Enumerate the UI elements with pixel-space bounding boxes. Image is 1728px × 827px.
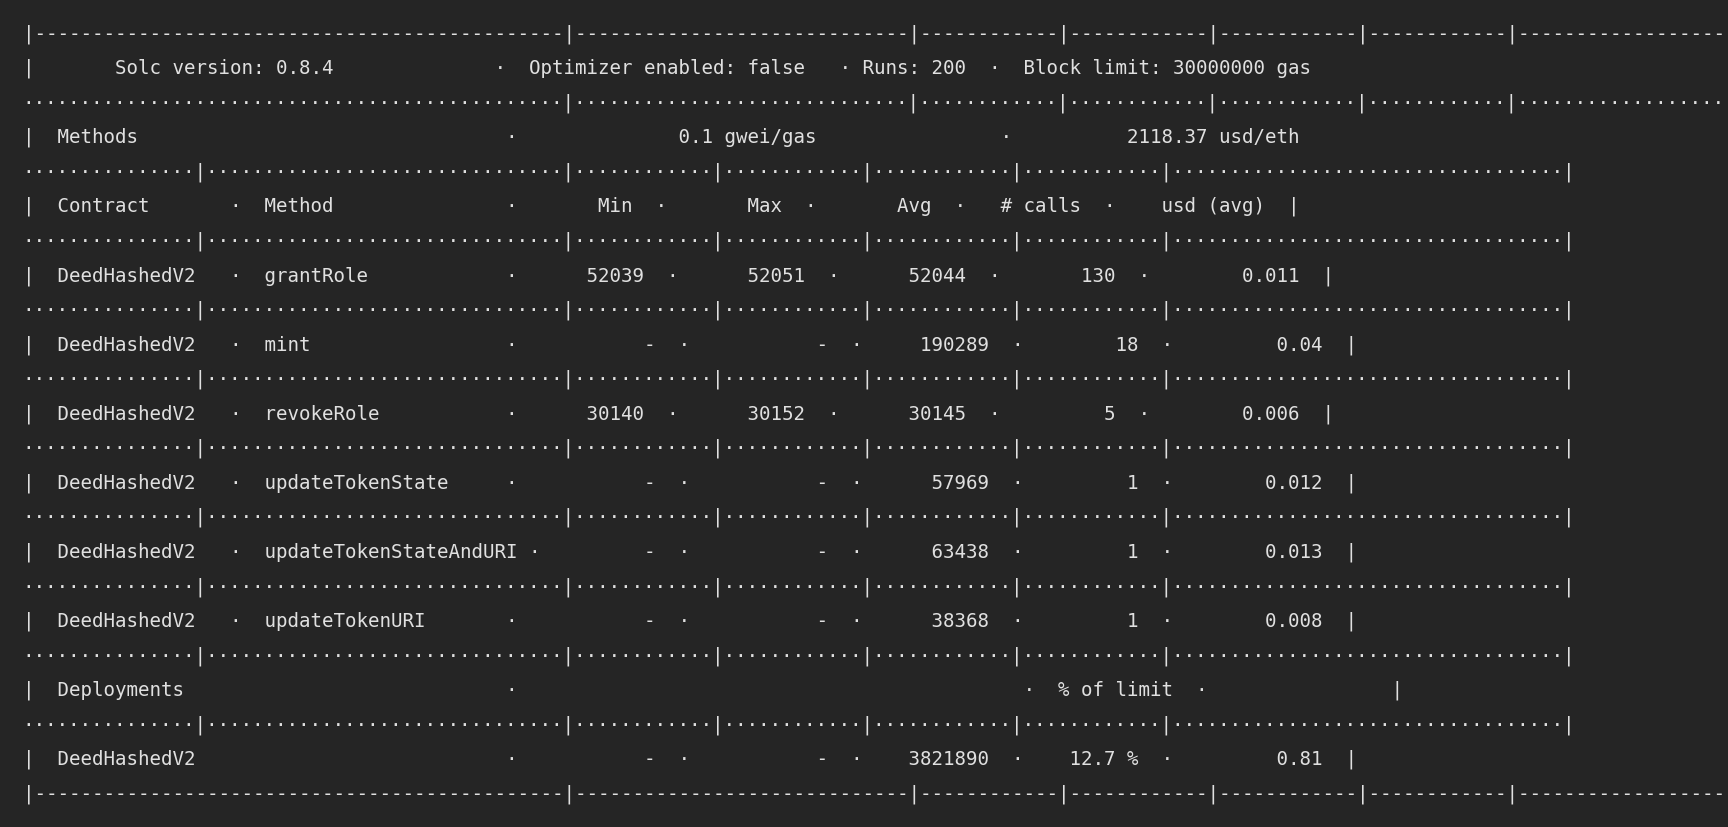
Text: |  DeedHashedV2   ·  updateTokenStateAndURI ·         -  ·           -  ·      6: | DeedHashedV2 · updateTokenStateAndURI … — [22, 542, 1356, 562]
Text: |  DeedHashedV2   ·  grantRole            ·      52039  ·      52051  ·      520: | DeedHashedV2 · grantRole · 52039 · 520… — [22, 265, 1334, 285]
Text: |  DeedHashedV2   ·  revokeRole           ·      30140  ·      30152  ·      301: | DeedHashedV2 · revokeRole · 30140 · 30… — [22, 404, 1334, 423]
Text: |  DeedHashedV2                           ·           -  ·           -  ·    382: | DeedHashedV2 · - · - · 382 — [22, 749, 1356, 768]
Text: |  DeedHashedV2   ·  updateTokenState     ·           -  ·           -  ·      5: | DeedHashedV2 · updateTokenState · - · … — [22, 473, 1356, 492]
Text: ···············|·······························|············|············|······: ···············|························… — [22, 645, 1576, 665]
Text: ···············|·······························|············|············|······: ···············|························… — [22, 232, 1576, 251]
Text: |----------------------------------------------|-----------------------------|--: |---------------------------------------… — [22, 783, 1728, 803]
Text: ···············|·······························|············|············|······: ···············|························… — [22, 715, 1576, 734]
Text: |  Contract       ·  Method               ·       Min  ·       Max  ·       Avg : | Contract · Method · Min · Max · Avg — [22, 197, 1299, 216]
Text: ···············|·······························|············|············|······: ···············|························… — [22, 369, 1576, 389]
Text: ···············|·······························|············|············|······: ···············|························… — [22, 507, 1576, 527]
Text: |  Deployments                            ·                                     : | Deployments · — [22, 680, 1403, 700]
Text: |  DeedHashedV2   ·  updateTokenURI       ·           -  ·           -  ·      3: | DeedHashedV2 · updateTokenURI · - · - … — [22, 611, 1356, 630]
Text: ···············································|·····························|··: ········································… — [22, 93, 1728, 112]
Text: ···············|·······························|············|············|······: ···············|························… — [22, 576, 1576, 595]
Text: ···············|·······························|············|············|······: ···············|························… — [22, 162, 1576, 182]
Text: |  Methods                                ·              0.1 gwei/gas           : | Methods · 0.1 gwei/gas — [22, 127, 1728, 147]
Text: |       Solc version: 0.8.4              ·  Optimizer enabled: false   · Runs: 2: | Solc version: 0.8.4 · Optimizer enable… — [22, 59, 1728, 78]
Text: ···············|·······························|············|············|······: ···············|························… — [22, 438, 1576, 458]
Text: ···············|·······························|············|············|······: ···············|························… — [22, 300, 1576, 320]
Text: |----------------------------------------------|-----------------------------|--: |---------------------------------------… — [22, 24, 1728, 44]
Text: |  DeedHashedV2   ·  mint                 ·           -  ·           -  ·     19: | DeedHashedV2 · mint · - · - · 19 — [22, 335, 1356, 354]
